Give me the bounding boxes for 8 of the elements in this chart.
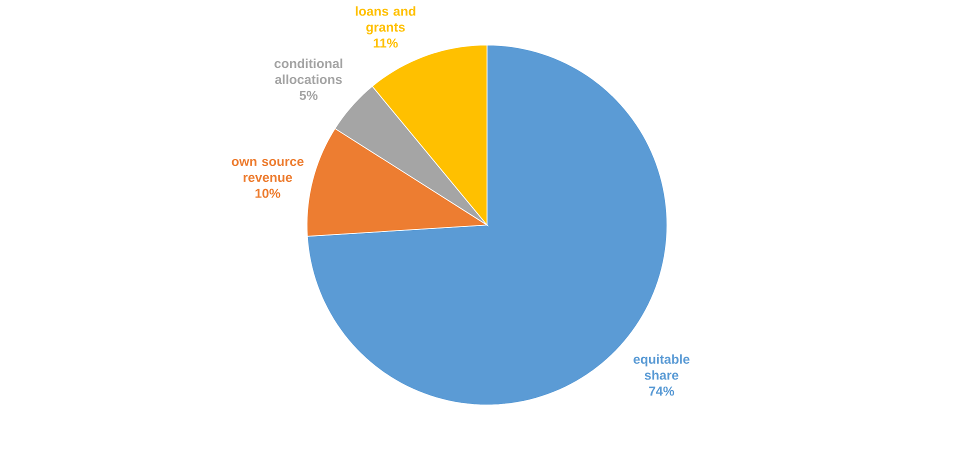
data-label: 10% (256, 188, 280, 198)
slice-label: equitable share (634, 354, 690, 380)
data-label: 5% (300, 90, 318, 100)
slice-label: own source revenue (232, 158, 304, 182)
slice-label: conditional allocations (274, 58, 342, 84)
slice-label: loans and grants (356, 6, 416, 34)
data-label: 11% (374, 38, 398, 48)
data-label: 74% (649, 386, 674, 396)
